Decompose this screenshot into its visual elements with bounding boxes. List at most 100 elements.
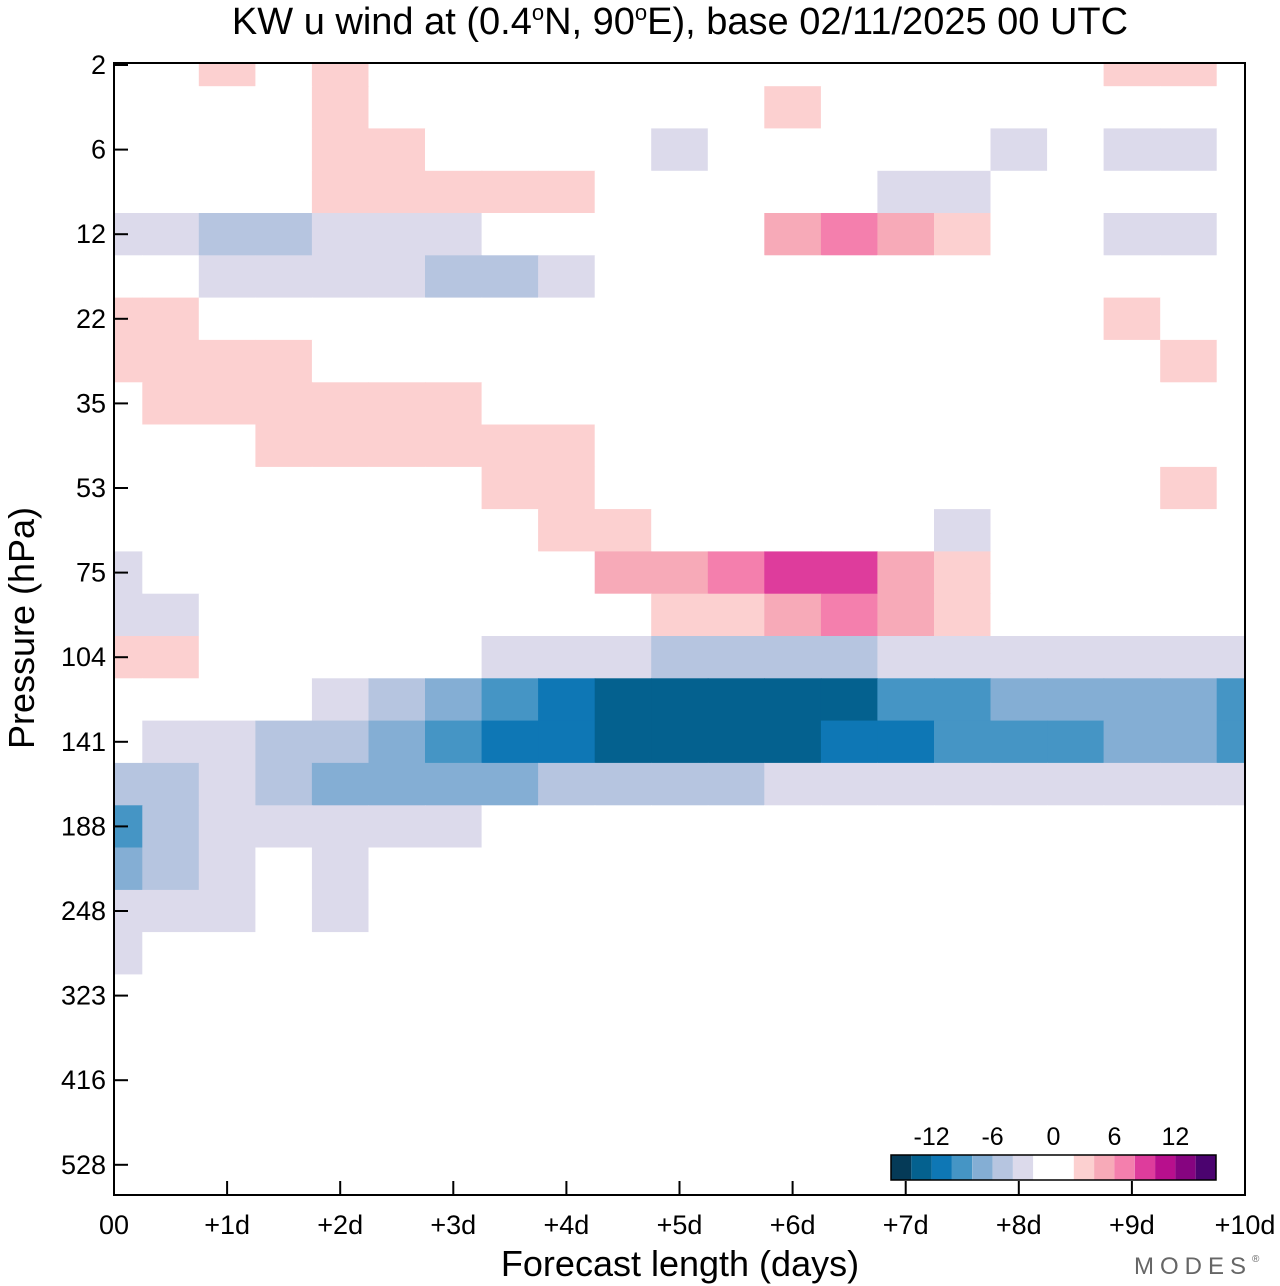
legend-swatch (1094, 1155, 1115, 1180)
heatmap-cell (877, 1059, 935, 1102)
legend-swatch (911, 1155, 932, 1180)
heatmap-cell (1216, 847, 1246, 891)
heatmap-cell (425, 762, 483, 806)
heatmap-cell (707, 255, 765, 299)
heatmap-cell (1047, 128, 1105, 172)
heatmap-cell (707, 593, 765, 637)
heatmap-cell (311, 213, 370, 256)
heatmap-cell (425, 551, 483, 595)
heatmap-cell (311, 297, 370, 341)
heatmap-cell (820, 1101, 878, 1145)
heatmap-cell (255, 636, 313, 679)
heatmap-cell (934, 889, 992, 933)
brand-logo: MODES® (1134, 1253, 1265, 1280)
heatmap-cell (594, 339, 652, 383)
heatmap-cell (255, 466, 313, 510)
heatmap-cell (311, 424, 370, 468)
heatmap-cell (311, 847, 370, 891)
heatmap-cell (425, 128, 483, 172)
heatmap-cell (990, 63, 1048, 87)
heatmap-cell (594, 932, 652, 975)
heatmap-cell (114, 1143, 143, 1181)
heatmap-cell (142, 466, 200, 510)
heatmap-cell (594, 636, 652, 679)
heatmap-cell (198, 889, 256, 933)
heatmap-cell (142, 974, 200, 1018)
heatmap-cell (142, 424, 200, 468)
heatmap-cell (990, 86, 1048, 130)
heatmap-cells (114, 63, 1246, 1196)
heatmap-cell (1103, 128, 1161, 172)
heatmap-cell (1103, 339, 1161, 383)
heatmap-cell (1216, 63, 1246, 87)
heatmap-cell (198, 678, 256, 722)
heatmap-cell (481, 170, 539, 214)
heatmap-cell (481, 1101, 539, 1145)
heatmap-cell (877, 297, 935, 341)
heatmap-cell (425, 170, 483, 214)
heatmap-cell (764, 339, 822, 383)
heatmap-cell (368, 889, 426, 933)
legend-swatch (1012, 1155, 1034, 1180)
heatmap-cell (651, 720, 709, 764)
heatmap-cell (481, 805, 539, 849)
heatmap-cell (198, 1101, 256, 1145)
heatmap-cell (934, 466, 992, 510)
heatmap-cell (651, 593, 709, 637)
heatmap-cell (255, 1101, 313, 1145)
heatmap-cell (1103, 762, 1161, 806)
heatmap-cell (1103, 847, 1161, 891)
heatmap-cell (425, 1016, 483, 1060)
heatmap-cell (1047, 339, 1105, 383)
heatmap-cell (820, 1016, 878, 1060)
heatmap-cell (198, 1016, 256, 1060)
heatmap-cell (368, 255, 426, 299)
heatmap-cell (820, 297, 878, 341)
heatmap-cell (877, 847, 935, 891)
heatmap-cell (1160, 128, 1218, 172)
heatmap-cell (651, 466, 709, 510)
heatmap-cell (1216, 678, 1246, 722)
heatmap-cell (142, 128, 200, 172)
y-tick-label: 104 (61, 642, 106, 672)
heatmap-cell (425, 213, 483, 256)
heatmap-cell (764, 63, 822, 87)
heatmap-cell (142, 551, 200, 595)
heatmap-cell (481, 636, 539, 679)
heatmap-cell (368, 1101, 426, 1145)
heatmap-cell (764, 255, 822, 299)
heatmap-cell (1103, 805, 1161, 849)
heatmap-cell (368, 424, 426, 468)
legend-label: 12 (1161, 1123, 1189, 1151)
heatmap-cell (877, 466, 935, 510)
heatmap-cell (538, 805, 596, 849)
heatmap-cell (990, 889, 1048, 933)
heatmap-cell (142, 932, 200, 975)
heatmap-cell (481, 339, 539, 383)
heatmap-cell (877, 720, 935, 764)
heatmap-cell (820, 762, 878, 806)
heatmap-cell (198, 932, 256, 975)
heatmap-cell (764, 847, 822, 891)
heatmap-cell (990, 551, 1048, 595)
heatmap-cell (1103, 1059, 1161, 1102)
heatmap-cell (764, 974, 822, 1018)
heatmap-cell (990, 297, 1048, 341)
heatmap-cell (990, 466, 1048, 510)
heatmap-cell (481, 889, 539, 933)
heatmap-cell (764, 762, 822, 806)
heatmap-cell (764, 1143, 822, 1181)
heatmap-cell (142, 762, 200, 806)
heatmap-cell (425, 1143, 483, 1181)
heatmap-cell (425, 509, 483, 552)
heatmap-cell (1216, 889, 1246, 933)
heatmap-cell (538, 466, 596, 510)
heatmap-cell (1160, 593, 1218, 637)
heatmap-cell (142, 1059, 200, 1102)
y-tick-label: 12 (76, 219, 106, 249)
heatmap-cell (1160, 424, 1218, 468)
heatmap-cell (481, 847, 539, 891)
x-tick-label: 00 (99, 1210, 129, 1240)
heatmap-cell (538, 213, 596, 256)
heatmap-cell (594, 1059, 652, 1102)
